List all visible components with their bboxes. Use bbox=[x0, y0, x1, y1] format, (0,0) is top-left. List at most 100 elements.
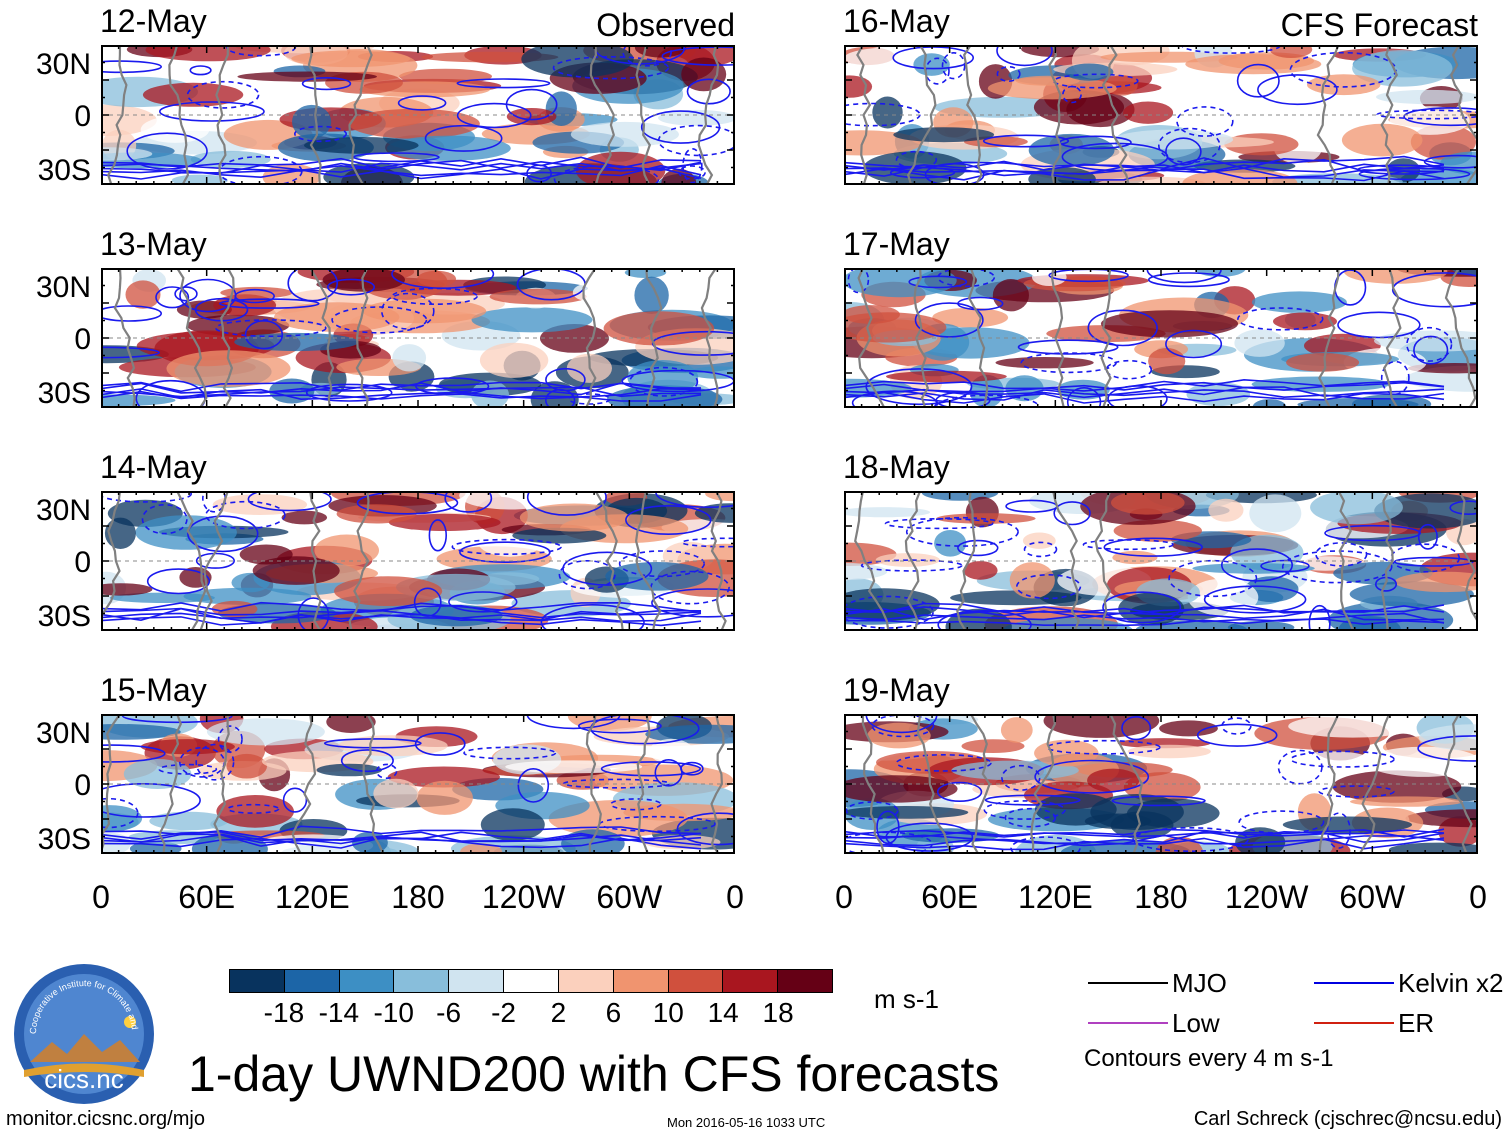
kelvin-contour bbox=[1390, 543, 1460, 573]
colorbar-tick-label: 18 bbox=[762, 997, 794, 1028]
anomaly-shading bbox=[392, 344, 427, 372]
kelvin-contour bbox=[126, 132, 208, 170]
kelvin-contour bbox=[1103, 537, 1203, 557]
kelvin-contour bbox=[380, 292, 435, 330]
coastline bbox=[168, 45, 190, 185]
anomaly-shading bbox=[1159, 720, 1218, 737]
anomaly-shading bbox=[243, 85, 276, 110]
coastline bbox=[348, 45, 373, 185]
coastline bbox=[636, 714, 651, 854]
lon-tick-label: 120E bbox=[1017, 879, 1093, 915]
kelvin-contour bbox=[1281, 550, 1393, 584]
map-panel-13-May bbox=[101, 268, 735, 408]
coastline bbox=[1030, 714, 1057, 854]
kelvin-contour bbox=[219, 298, 320, 309]
kelvin-contour bbox=[1417, 735, 1478, 762]
colorbar-swatch bbox=[668, 970, 724, 992]
kelvin-contour bbox=[1062, 85, 1082, 104]
legend-swatch bbox=[1314, 1022, 1394, 1024]
footer-url[interactable]: monitor.cicsnc.org/mjo bbox=[6, 1108, 205, 1130]
colorbar-tick-label: 2 bbox=[550, 997, 567, 1028]
anomaly-shading bbox=[1009, 562, 1055, 599]
anomaly-shading bbox=[416, 780, 473, 815]
coastline bbox=[1318, 268, 1340, 408]
kelvin-contour bbox=[1324, 524, 1421, 542]
anomaly-shading bbox=[348, 108, 480, 139]
kelvin-contour bbox=[622, 45, 672, 67]
panel-date-label: 17-May bbox=[843, 226, 950, 262]
anomaly-shading bbox=[1310, 491, 1403, 525]
lat-tick-label: 30N bbox=[35, 717, 91, 750]
kelvin-contour bbox=[1023, 541, 1058, 558]
kelvin-contour bbox=[553, 165, 660, 185]
kelvin-contour bbox=[540, 604, 645, 631]
kelvin-contour bbox=[141, 504, 188, 535]
kelvin-contour bbox=[215, 319, 327, 338]
kelvin-contour bbox=[1053, 501, 1091, 526]
lon-tick-label: 60E bbox=[921, 879, 979, 915]
kelvin-contour bbox=[682, 147, 703, 184]
anomaly-shading bbox=[1288, 714, 1417, 738]
jet-contour bbox=[844, 163, 1445, 175]
anomaly-shading bbox=[661, 168, 697, 185]
anomaly-shading bbox=[334, 576, 443, 606]
anomaly-shading bbox=[1022, 532, 1056, 549]
anomaly-shading bbox=[471, 307, 593, 333]
kelvin-contour bbox=[391, 268, 495, 289]
map-panel-18-May bbox=[844, 491, 1478, 631]
anomaly-shading bbox=[519, 503, 629, 532]
footer-timestamp: Mon 2016-05-16 1033 UTC bbox=[667, 1115, 826, 1130]
anomaly-shading bbox=[304, 137, 419, 154]
coastline bbox=[101, 491, 122, 620]
anomaly-shading bbox=[1034, 739, 1099, 767]
anomaly-shading bbox=[512, 527, 607, 544]
kelvin-contour bbox=[195, 743, 235, 781]
anomaly-shading bbox=[1249, 494, 1302, 533]
anomaly-shading bbox=[1127, 744, 1211, 759]
kelvin-contour bbox=[1257, 74, 1338, 106]
wind-anomaly-map bbox=[844, 491, 1478, 631]
jet-contour bbox=[101, 831, 702, 844]
anomaly-shading bbox=[459, 491, 561, 510]
anomaly-shading bbox=[336, 504, 417, 524]
kelvin-contour bbox=[1087, 309, 1158, 347]
anomaly-shading bbox=[1065, 63, 1114, 81]
kelvin-contour bbox=[1165, 329, 1223, 359]
kelvin-contour bbox=[1176, 106, 1234, 137]
colorbar-swatch bbox=[394, 970, 450, 992]
jet-contour bbox=[101, 390, 702, 402]
kelvin-contour bbox=[1337, 311, 1421, 339]
anomaly-shading bbox=[1186, 382, 1251, 407]
anomaly-shading bbox=[190, 150, 271, 168]
coastline bbox=[113, 268, 136, 408]
anomaly-shading bbox=[893, 127, 995, 143]
jet-contour bbox=[101, 613, 702, 627]
anomaly-shading bbox=[140, 116, 210, 143]
anomaly-shading bbox=[1148, 348, 1186, 375]
anomaly-shading bbox=[149, 811, 229, 831]
anomaly-shading bbox=[140, 739, 235, 755]
wind-anomaly-map bbox=[101, 714, 735, 854]
coastline bbox=[309, 491, 322, 631]
anomaly-shading bbox=[316, 763, 383, 777]
anomaly-shading bbox=[603, 311, 715, 346]
anomaly-shading bbox=[292, 104, 332, 139]
kelvin-contour bbox=[448, 591, 518, 613]
kelvin-contour bbox=[301, 76, 352, 91]
kelvin-contour bbox=[327, 278, 376, 296]
anomaly-shading bbox=[1028, 133, 1115, 167]
kelvin-contour bbox=[1053, 73, 1139, 89]
anomaly-shading bbox=[104, 517, 136, 549]
colorbar-tick-label: -6 bbox=[436, 997, 462, 1028]
colorbar-tick-label: -18 bbox=[263, 997, 305, 1028]
kelvin-contour bbox=[1165, 137, 1202, 166]
anomaly-shading bbox=[1344, 268, 1448, 284]
kelvin-contour bbox=[1393, 556, 1474, 567]
coastline bbox=[700, 268, 719, 408]
kelvin-contour bbox=[1289, 51, 1397, 88]
kelvin-contour bbox=[226, 803, 280, 814]
kelvin-contour bbox=[1413, 335, 1449, 365]
panel-date-label: 18-May bbox=[843, 449, 950, 485]
anomaly-shading bbox=[506, 108, 557, 126]
lon-tick-label: 120E bbox=[274, 879, 350, 915]
